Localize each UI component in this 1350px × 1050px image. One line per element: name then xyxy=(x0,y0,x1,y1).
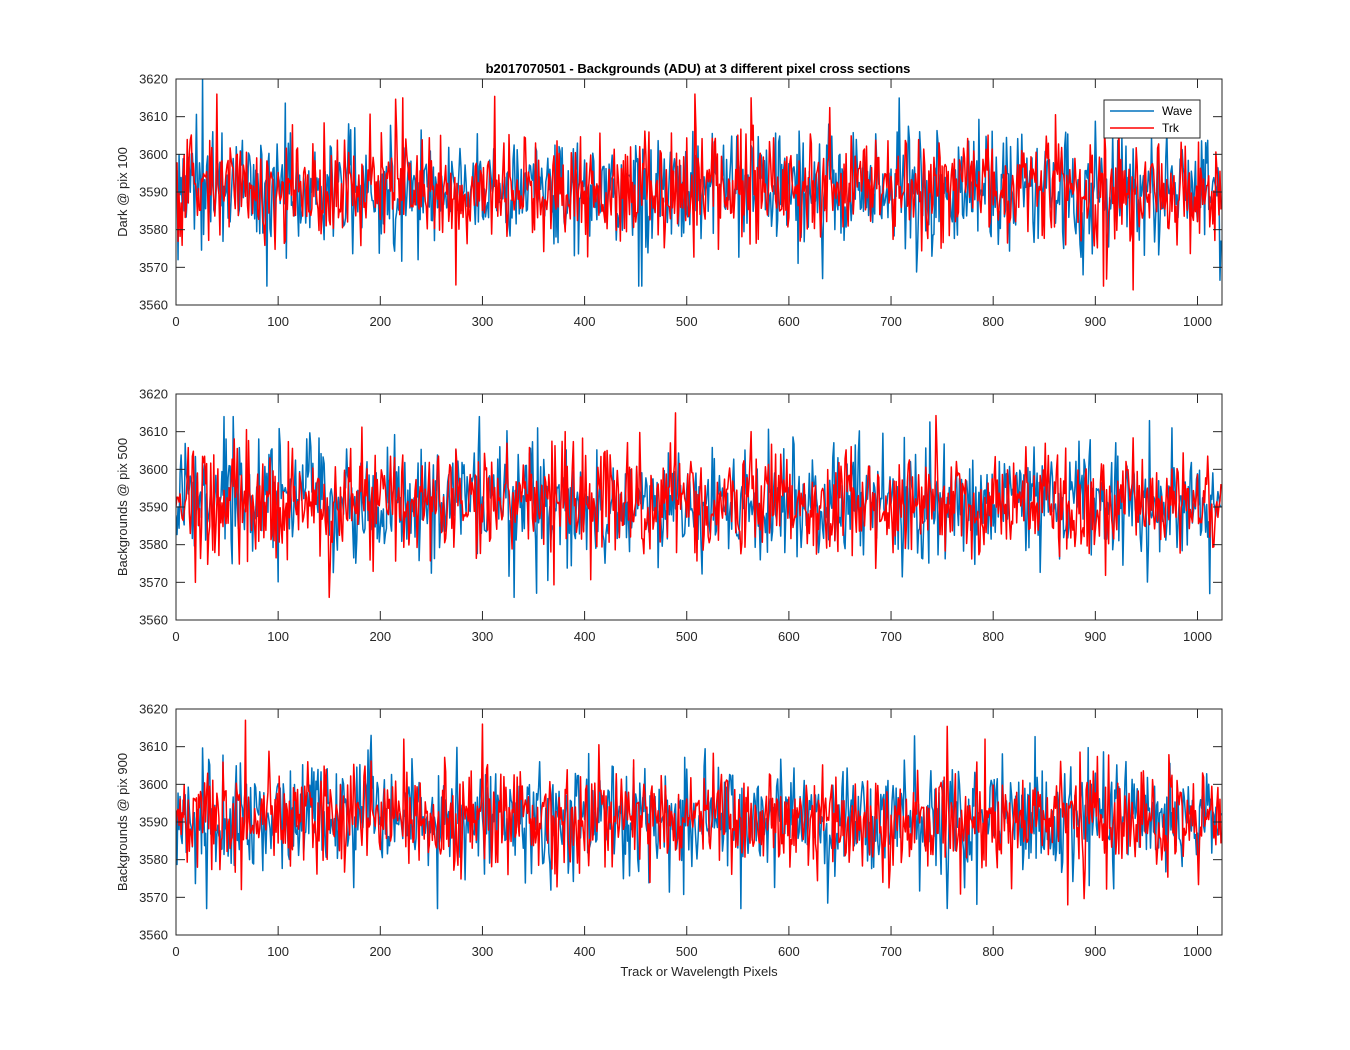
figure-title: b2017070501 - Backgrounds (ADU) at 3 dif… xyxy=(486,61,911,76)
x-tick-label: 300 xyxy=(472,629,494,644)
y-tick-label: 3580 xyxy=(139,222,168,237)
x-tick-label: 400 xyxy=(574,629,596,644)
x-tick-label: 800 xyxy=(982,944,1004,959)
x-tick-label: 700 xyxy=(880,944,902,959)
legend-box xyxy=(1103,99,1201,139)
x-tick-label: 100 xyxy=(267,314,289,329)
y-tick-label: 3590 xyxy=(139,185,168,200)
x-tick-label: 200 xyxy=(369,944,391,959)
x-tick-label: 1000 xyxy=(1183,314,1212,329)
subplot-2: 0 100 200 300 400 500 600 700 800 900 1000 3560 3570… xyxy=(115,387,1223,644)
x-tick-label: 200 xyxy=(369,314,391,329)
y-axis-label: Backgrounds @ pix 500 xyxy=(115,438,130,576)
legend-label-trk: Trk xyxy=(1162,121,1180,135)
x-tick-label: 600 xyxy=(778,314,800,329)
series-line-trk xyxy=(176,719,1222,906)
y-axis-label: Backgrounds @ pix 900 xyxy=(115,753,130,891)
legend: Wave Trk xyxy=(1103,99,1201,139)
x-tick-label: 0 xyxy=(172,629,179,644)
y-tick-label: 3590 xyxy=(139,500,168,515)
x-tick-label: 600 xyxy=(778,629,800,644)
y-tick-label: 3560 xyxy=(139,928,168,943)
x-tick-label: 400 xyxy=(574,944,596,959)
y-tick-label: 3600 xyxy=(139,777,168,792)
subplot-3: 0 100 200 300 400 500 600 700 800 900 1000 3560 3570… xyxy=(115,702,1223,979)
y-tick-label: 3580 xyxy=(139,852,168,867)
x-tick-label: 300 xyxy=(472,944,494,959)
x-tick-label: 600 xyxy=(778,944,800,959)
x-tick-label: 500 xyxy=(676,944,698,959)
x-tick-label: 700 xyxy=(880,629,902,644)
x-tick-label: 1000 xyxy=(1183,944,1212,959)
x-tick-label: 800 xyxy=(982,314,1004,329)
x-tick-label: 0 xyxy=(172,314,179,329)
y-tick-label: 3570 xyxy=(139,260,168,275)
x-tick-label: 300 xyxy=(472,314,494,329)
y-tick-label: 3560 xyxy=(139,613,168,628)
y-tick-label: 3610 xyxy=(139,424,168,439)
x-tick-label: 200 xyxy=(369,629,391,644)
y-tick-label: 3610 xyxy=(139,739,168,754)
subplots: 0 100 200 300 400 500 600 700 800 900 100035603570… xyxy=(115,72,1223,979)
y-tick-label: 3570 xyxy=(139,575,168,590)
x-axis-label: Track or Wavelength Pixels xyxy=(620,964,778,979)
x-tick-label: 900 xyxy=(1084,944,1106,959)
x-tick-label: 100 xyxy=(267,629,289,644)
x-tick-label: 400 xyxy=(574,314,596,329)
y-tick-label: 3590 xyxy=(139,815,168,830)
y-axis-label: Dark @ pix 100 xyxy=(115,147,130,237)
legend-label-wave: Wave xyxy=(1162,104,1193,118)
x-tick-label: 500 xyxy=(676,629,698,644)
y-tick-label: 3600 xyxy=(139,147,168,162)
y-tick-label: 3570 xyxy=(139,890,168,905)
x-tick-label: 700 xyxy=(880,314,902,329)
y-tick-label: 3620 xyxy=(139,702,168,717)
x-tick-label: 100 xyxy=(267,944,289,959)
y-tick-label: 3600 xyxy=(139,462,168,477)
x-tick-label: 900 xyxy=(1084,629,1106,644)
x-tick-label: 0 xyxy=(172,944,179,959)
series-line-trk xyxy=(176,93,1222,291)
series-line-trk xyxy=(176,412,1222,599)
x-tick-label: 1000 xyxy=(1183,629,1212,644)
y-tick-label: 3620 xyxy=(139,387,168,402)
y-tick-label: 3580 xyxy=(139,537,168,552)
x-tick-label: 900 xyxy=(1084,314,1106,329)
x-tick-label: 800 xyxy=(982,629,1004,644)
y-tick-label: 3620 xyxy=(139,72,168,87)
x-tick-label: 500 xyxy=(676,314,698,329)
y-tick-label: 3610 xyxy=(139,109,168,124)
y-tick-label: 3560 xyxy=(139,298,168,313)
subplot-1: 0 100 200 300 400 500 600 700 800 900 1000 3560 3570… xyxy=(115,72,1223,329)
